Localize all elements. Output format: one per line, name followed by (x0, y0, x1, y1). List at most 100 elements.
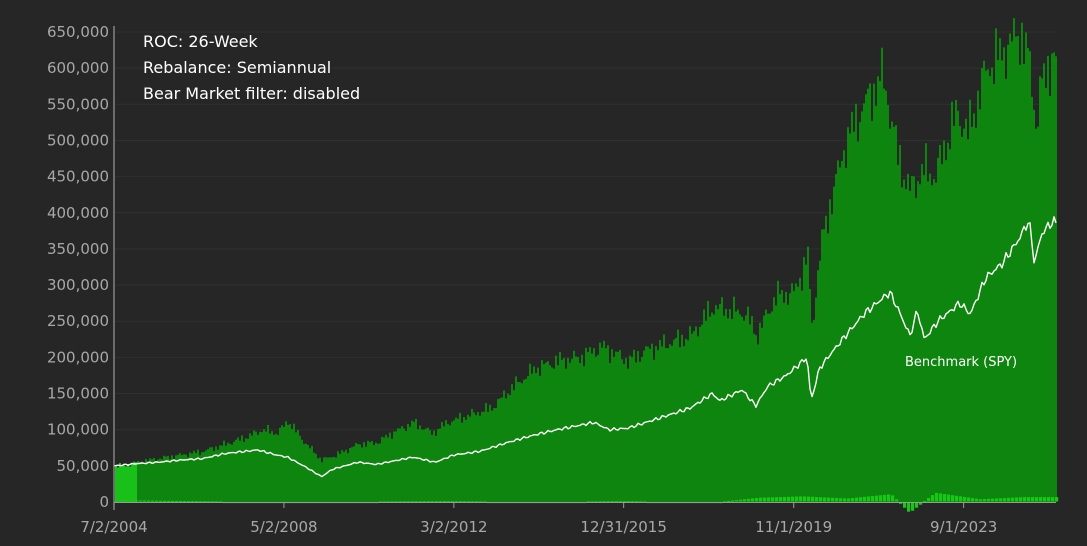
portfolio-bar (597, 354, 599, 502)
portfolio-bar (723, 315, 725, 502)
portfolio-bar (215, 446, 217, 502)
portfolio-bar (577, 356, 579, 502)
portfolio-bar (831, 214, 833, 503)
portfolio-bar (179, 453, 181, 502)
portfolio-bar (861, 111, 863, 503)
portfolio-bar (691, 333, 693, 502)
portfolio-bar (715, 305, 717, 502)
portfolio-bar (905, 189, 907, 502)
bottom-bar (843, 498, 847, 502)
portfolio-bar (447, 424, 449, 502)
portfolio-bar (869, 83, 871, 503)
portfolio-bar (507, 393, 509, 502)
portfolio-bar (433, 430, 435, 502)
portfolio-bar (147, 461, 149, 502)
portfolio-bar (281, 425, 283, 502)
portfolio-bar (683, 346, 685, 502)
portfolio-bar (701, 324, 703, 502)
portfolio-bar (291, 429, 293, 502)
portfolio-bar (441, 422, 443, 502)
annotation-rebalance: Rebalance: Semiannual (143, 58, 331, 77)
portfolio-bar (955, 99, 957, 502)
portfolio-bar (613, 356, 615, 502)
bottom-bar (779, 497, 783, 502)
portfolio-bar (369, 442, 371, 502)
bottom-bar (163, 500, 167, 502)
bottom-bar (459, 501, 463, 503)
bottom-bar (1043, 497, 1047, 502)
portfolio-bar (987, 69, 989, 502)
portfolio-bar (407, 424, 409, 502)
portfolio-bar (1005, 78, 1007, 502)
portfolio-bar (645, 346, 647, 502)
portfolio-bar (1027, 48, 1029, 503)
portfolio-bar (587, 352, 589, 502)
portfolio-bar (669, 344, 671, 502)
portfolio-bar (153, 458, 155, 502)
portfolio-bar (325, 457, 327, 502)
portfolio-bar (941, 164, 943, 503)
portfolio-bar (255, 431, 257, 502)
portfolio-bar (819, 260, 821, 502)
portfolio-bar (263, 429, 265, 502)
portfolio-bar (659, 340, 661, 502)
portfolio-bar (579, 363, 581, 502)
portfolio-bar (285, 421, 287, 502)
bottom-bar (815, 497, 819, 502)
portfolio-bar (463, 416, 465, 502)
portfolio-bar (1021, 22, 1023, 503)
portfolio-bar (487, 411, 489, 502)
portfolio-bar (175, 455, 177, 502)
portfolio-bar (789, 293, 791, 502)
portfolio-bar (239, 440, 241, 502)
bottom-bar (883, 494, 887, 502)
bottom-bar (159, 500, 163, 502)
portfolio-bar (799, 277, 801, 502)
portfolio-bar (739, 314, 741, 502)
portfolio-bar (289, 424, 291, 502)
bottom-bar (851, 497, 855, 502)
bottom-bar (199, 501, 203, 503)
portfolio-bar (655, 346, 657, 502)
portfolio-bar (301, 439, 303, 502)
portfolio-bar (169, 459, 171, 502)
portfolio-bar (187, 457, 189, 502)
portfolio-bar (859, 122, 861, 503)
portfolio-bar (461, 422, 463, 502)
portfolio-bar (767, 313, 769, 502)
portfolio-bar (653, 359, 655, 502)
portfolio-bar (845, 168, 847, 502)
portfolio-bar (141, 461, 143, 502)
bottom-bar (415, 501, 419, 503)
portfolio-bar (811, 322, 813, 502)
portfolio-bar (389, 432, 391, 502)
portfolio-bar (667, 348, 669, 502)
portfolio-bar (293, 423, 295, 502)
portfolio-bar (541, 360, 543, 502)
y-tick-label: 50,000 (57, 457, 110, 475)
portfolio-bar (943, 140, 945, 502)
portfolio-bar (549, 365, 551, 502)
portfolio-bar (1011, 41, 1013, 503)
portfolio-bar (967, 139, 969, 502)
bottom-bar (455, 501, 459, 503)
portfolio-bar (921, 164, 923, 502)
bottom-bar (1051, 497, 1055, 502)
portfolio-bar (131, 463, 133, 502)
bottom-bar (795, 496, 799, 502)
portfolio-bar (411, 420, 413, 502)
annotations: ROC: 26-Week Rebalance: Semiannual Bear … (143, 32, 360, 103)
bottom-bar (791, 496, 795, 502)
portfolio-bar (477, 412, 479, 502)
bottom-bar (747, 498, 751, 502)
portfolio-bar (765, 309, 767, 502)
portfolio-bar (621, 359, 623, 502)
portfolio-bar (489, 404, 491, 502)
portfolio-bar (909, 190, 911, 502)
portfolio-bar (451, 421, 453, 502)
portfolio-bar (203, 451, 205, 502)
bottom-bar (995, 498, 999, 502)
portfolio-bar (581, 354, 583, 502)
portfolio-bars (115, 18, 1057, 503)
portfolio-bar (849, 133, 851, 503)
